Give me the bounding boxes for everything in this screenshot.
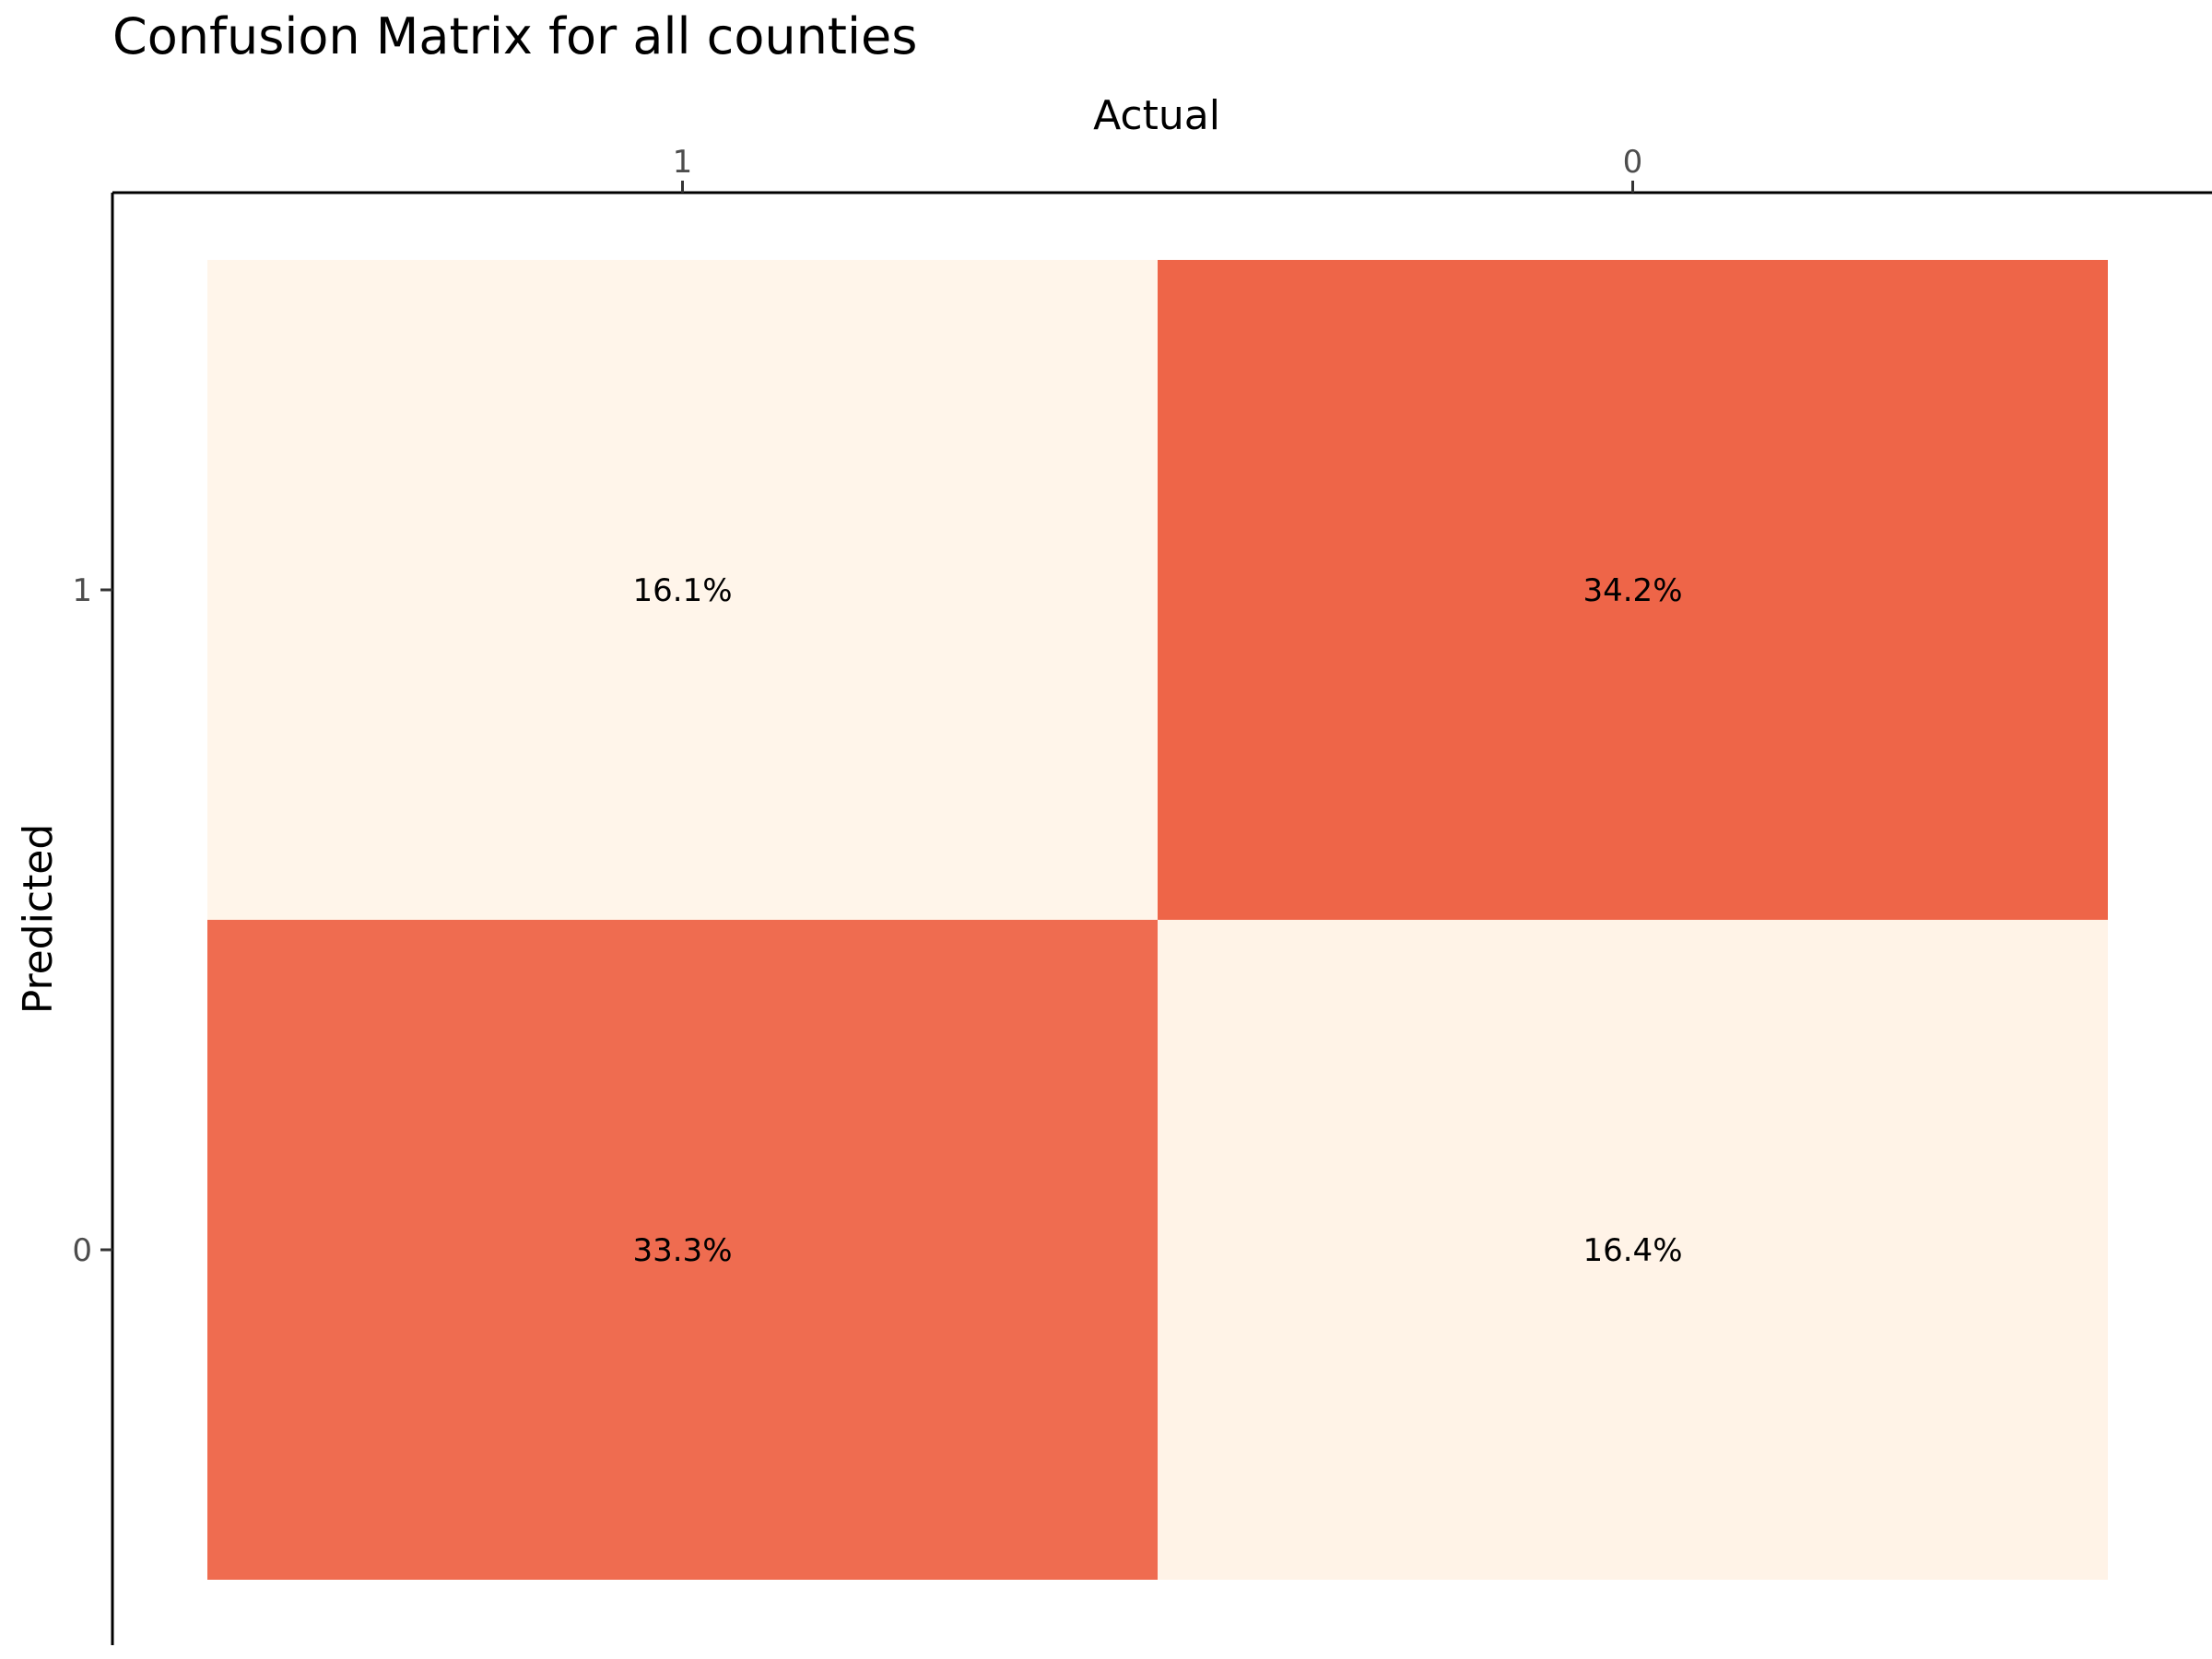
cell-label: 33.3% bbox=[632, 1232, 732, 1269]
chart-title: Confusion Matrix for all counties bbox=[112, 7, 918, 65]
heatmap-cell-actual-0-predicted-0 bbox=[1158, 920, 2108, 1580]
cell-label: 34.2% bbox=[1583, 572, 1682, 609]
y-axis-title: Predicted bbox=[15, 824, 62, 1015]
cell-label: 16.1% bbox=[632, 572, 732, 609]
axis-ticks: 1 0 1 0 bbox=[72, 144, 1642, 1269]
heatmap-cell-actual-1-predicted-1 bbox=[207, 260, 1158, 920]
x-tick-label: 1 bbox=[673, 144, 693, 181]
cell-label: 16.4% bbox=[1583, 1232, 1682, 1269]
x-tick-label: 0 bbox=[1623, 144, 1643, 181]
x-axis-title: Actual bbox=[1093, 92, 1220, 139]
heatmap-cell-actual-1-predicted-0 bbox=[207, 920, 1158, 1580]
y-tick-label: 0 bbox=[72, 1232, 92, 1269]
cell-labels: 16.1% 34.2% 33.3% 16.4% bbox=[632, 572, 1682, 1269]
heatmap-cell-actual-0-predicted-1 bbox=[1158, 260, 2108, 920]
heatmap-cells bbox=[207, 260, 2108, 1580]
axes bbox=[111, 191, 2212, 1645]
y-tick-label: 1 bbox=[72, 572, 92, 609]
